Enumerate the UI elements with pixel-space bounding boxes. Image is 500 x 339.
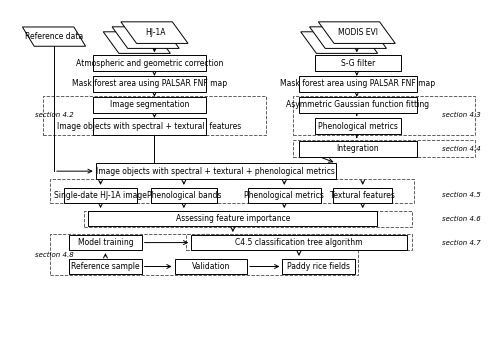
Text: Paddy rice fields: Paddy rice fields [287, 262, 350, 271]
Text: Atmospheric and geometric correction: Atmospheric and geometric correction [76, 59, 223, 68]
Text: section 4.8: section 4.8 [36, 252, 74, 258]
Polygon shape [121, 22, 188, 43]
Bar [248, 188, 320, 203]
Bar [64, 188, 137, 203]
Text: Assessing feature importance: Assessing feature importance [176, 214, 290, 223]
Text: Mask forest area using PALSAR FNF map: Mask forest area using PALSAR FNF map [280, 79, 436, 88]
Text: Integration: Integration [336, 144, 379, 153]
Bar [293, 140, 476, 157]
Bar [282, 259, 355, 274]
Bar [174, 259, 247, 274]
Text: S-G filter: S-G filter [340, 59, 375, 68]
Bar [299, 97, 416, 113]
Text: MODIS EVI: MODIS EVI [338, 28, 378, 37]
Text: Single-date HJ-1A image: Single-date HJ-1A image [54, 191, 147, 200]
Text: Reference data: Reference data [25, 32, 83, 41]
Text: Image objects with spectral + textural  features: Image objects with spectral + textural f… [58, 122, 242, 131]
Text: Asymmetric Gaussian function fitting: Asymmetric Gaussian function fitting [286, 100, 430, 109]
Text: section 4.7: section 4.7 [442, 240, 480, 245]
Text: Mask forest area using PALSAR FNF map: Mask forest area using PALSAR FNF map [72, 79, 227, 88]
Bar [88, 211, 378, 226]
Text: section 4.2: section 4.2 [36, 112, 74, 118]
Bar [293, 96, 476, 135]
Text: Validation: Validation [192, 262, 230, 271]
Bar [69, 235, 142, 250]
Bar [93, 118, 206, 135]
Text: Phenological metrics: Phenological metrics [318, 122, 398, 131]
Bar [93, 76, 206, 92]
Bar [42, 96, 266, 135]
Bar [93, 55, 206, 71]
Bar [186, 234, 412, 250]
Polygon shape [112, 27, 179, 48]
Text: Reference sample: Reference sample [71, 262, 140, 271]
Bar [50, 179, 414, 203]
Polygon shape [310, 27, 386, 48]
Text: C4.5 classification tree algorithm: C4.5 classification tree algorithm [236, 238, 363, 247]
Bar [84, 211, 411, 227]
Text: HJ-1A: HJ-1A [145, 28, 166, 37]
Text: section 4.5: section 4.5 [442, 193, 480, 198]
Bar [315, 55, 400, 71]
Bar [334, 188, 392, 203]
Polygon shape [318, 22, 396, 43]
Text: section 4.3: section 4.3 [442, 112, 480, 118]
Text: Image segmentation: Image segmentation [110, 100, 189, 109]
Bar [96, 163, 336, 179]
Text: Textural features: Textural features [330, 191, 395, 200]
Polygon shape [22, 27, 86, 46]
Bar [50, 234, 358, 275]
Text: Phenological metrics: Phenological metrics [244, 191, 324, 200]
Bar [93, 97, 206, 113]
Bar [315, 118, 400, 134]
Bar [151, 188, 217, 203]
Text: Model training: Model training [78, 238, 134, 247]
Text: section 4.6: section 4.6 [442, 216, 480, 222]
Bar [191, 235, 407, 250]
Text: Phenological bands: Phenological bands [146, 191, 221, 200]
Bar [299, 141, 416, 157]
Text: section 4.4: section 4.4 [442, 145, 480, 152]
Bar [299, 76, 416, 92]
Polygon shape [103, 32, 170, 53]
Text: Image objects with spectral + textural + phenological metrics: Image objects with spectral + textural +… [96, 167, 335, 176]
Bar [69, 259, 142, 274]
Polygon shape [300, 32, 378, 53]
